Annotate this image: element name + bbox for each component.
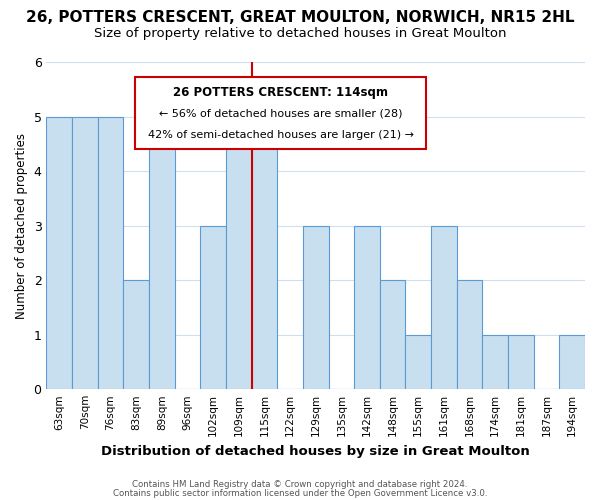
Bar <box>559 334 585 389</box>
X-axis label: Distribution of detached houses by size in Great Moulton: Distribution of detached houses by size … <box>101 444 530 458</box>
Text: ← 56% of detached houses are smaller (28): ← 56% of detached houses are smaller (28… <box>159 108 403 118</box>
Bar <box>200 226 226 389</box>
Bar <box>98 117 124 389</box>
Y-axis label: Number of detached properties: Number of detached properties <box>15 133 28 319</box>
Bar <box>46 117 72 389</box>
Bar <box>226 117 251 389</box>
Bar <box>380 280 406 389</box>
Bar <box>149 117 175 389</box>
Bar <box>406 334 431 389</box>
Text: Size of property relative to detached houses in Great Moulton: Size of property relative to detached ho… <box>94 28 506 40</box>
Bar <box>431 226 457 389</box>
FancyBboxPatch shape <box>135 77 426 149</box>
Text: 42% of semi-detached houses are larger (21) →: 42% of semi-detached houses are larger (… <box>148 130 414 140</box>
Bar <box>508 334 534 389</box>
Text: 26 POTTERS CRESCENT: 114sqm: 26 POTTERS CRESCENT: 114sqm <box>173 86 388 99</box>
Bar <box>457 280 482 389</box>
Bar <box>72 117 98 389</box>
Text: Contains public sector information licensed under the Open Government Licence v3: Contains public sector information licen… <box>113 488 487 498</box>
Bar <box>251 117 277 389</box>
Bar <box>354 226 380 389</box>
Text: Contains HM Land Registry data © Crown copyright and database right 2024.: Contains HM Land Registry data © Crown c… <box>132 480 468 489</box>
Bar <box>124 280 149 389</box>
Bar <box>303 226 329 389</box>
Bar <box>482 334 508 389</box>
Text: 26, POTTERS CRESCENT, GREAT MOULTON, NORWICH, NR15 2HL: 26, POTTERS CRESCENT, GREAT MOULTON, NOR… <box>26 10 574 25</box>
